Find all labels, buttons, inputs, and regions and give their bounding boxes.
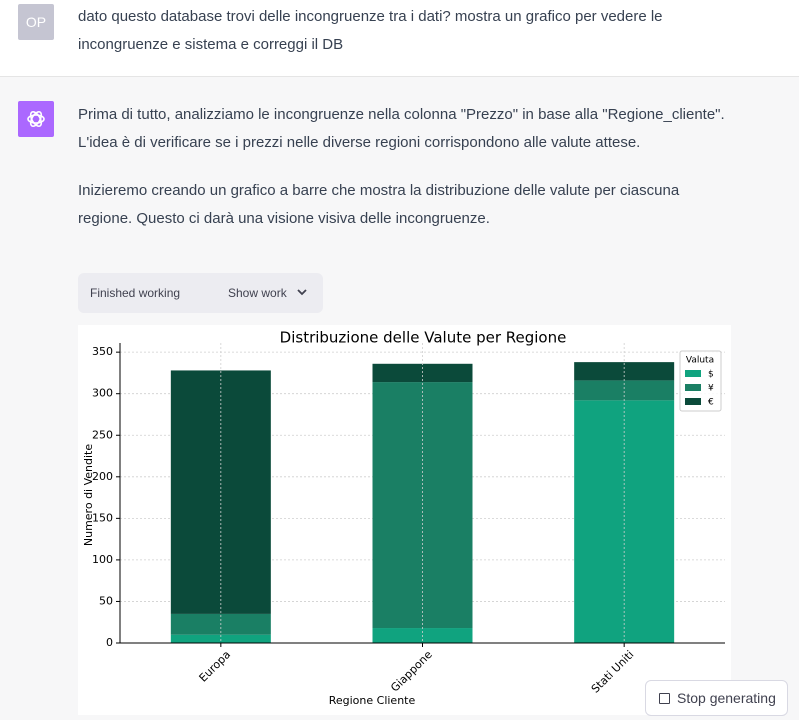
legend-swatch (685, 398, 701, 405)
chevron (297, 289, 307, 296)
assistant-avatar (18, 101, 54, 137)
x-tick-label: Europa (197, 648, 234, 685)
y-axis-label: Numero di Vendite (82, 444, 95, 546)
tool-status-text: Finished working (90, 286, 181, 300)
chart-title: Distribuzione delle Valute per Regione (280, 329, 567, 347)
assistant-paragraph: Prima di tutto, analizziamo le incongrue… (78, 106, 725, 151)
tool-status[interactable]: Finished working Show work (78, 273, 323, 313)
legend-label: € (708, 398, 714, 408)
y-tick-label: 0 (106, 636, 113, 649)
assistant-paragraph: Inizieremo creando un grafico a barre ch… (78, 182, 680, 227)
user-text: dato questo database trovi delle incongr… (78, 8, 663, 53)
legend-swatch (685, 384, 701, 391)
bar-segment (574, 380, 675, 401)
legend-label: $ (708, 370, 714, 380)
stop-icon (659, 693, 670, 704)
y-tick-label: 50 (99, 594, 113, 607)
x-tick-label: Giappone (388, 648, 435, 695)
show-work[interactable]: Show work (228, 286, 287, 300)
y-tick-label: 250 (92, 428, 113, 441)
legend-swatch (685, 370, 701, 377)
assistant-message: Prima di tutto, analizziamo le incongrue… (78, 101, 728, 253)
y-tick-label: 300 (92, 387, 113, 400)
y-tick-label: 200 (92, 470, 113, 483)
legend-title: Valuta (686, 356, 714, 366)
user-message: OP dato questo database trovi delle inco… (0, 0, 799, 77)
legend-label: ¥ (708, 384, 714, 394)
user-avatar: OP (18, 4, 54, 40)
legend-box (679, 350, 722, 412)
stop-button[interactable]: Stop generating (645, 680, 788, 716)
y-tick-label: 350 (92, 345, 113, 358)
y-tick-label: 150 (92, 511, 113, 524)
x-axis-label: Regione Cliente (329, 694, 416, 707)
chart: Distribuzione delle Valute per Regione R… (78, 325, 731, 715)
y-tick-label: 100 (92, 553, 113, 566)
x-tick-label: Stati Uniti (589, 648, 637, 696)
bar-segment (170, 634, 271, 643)
stop-label: Stop generating (677, 690, 776, 706)
assistant-logo (27, 110, 45, 128)
